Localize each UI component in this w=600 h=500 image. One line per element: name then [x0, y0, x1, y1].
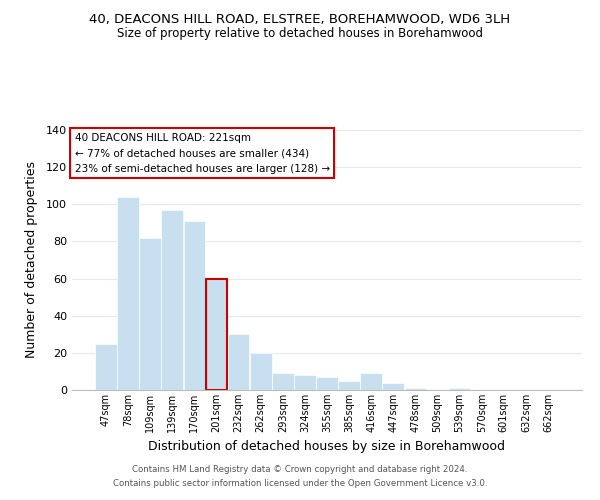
- Bar: [95, 344, 117, 390]
- Text: 40, DEACONS HILL ROAD, ELSTREE, BOREHAMWOOD, WD6 3LH: 40, DEACONS HILL ROAD, ELSTREE, BOREHAMW…: [89, 12, 511, 26]
- Bar: [449, 388, 470, 390]
- Bar: [161, 210, 183, 390]
- Text: Size of property relative to detached houses in Borehamwood: Size of property relative to detached ho…: [117, 28, 483, 40]
- Bar: [316, 377, 338, 390]
- Text: 40 DEACONS HILL ROAD: 221sqm
← 77% of detached houses are smaller (434)
23% of s: 40 DEACONS HILL ROAD: 221sqm ← 77% of de…: [74, 132, 329, 174]
- Bar: [139, 238, 161, 390]
- Bar: [361, 374, 382, 390]
- Bar: [206, 278, 227, 390]
- Text: Contains HM Land Registry data © Crown copyright and database right 2024.
Contai: Contains HM Land Registry data © Crown c…: [113, 466, 487, 487]
- Bar: [294, 375, 316, 390]
- Bar: [184, 221, 205, 390]
- Y-axis label: Number of detached properties: Number of detached properties: [25, 162, 38, 358]
- Bar: [272, 374, 293, 390]
- Bar: [382, 382, 404, 390]
- Bar: [338, 380, 360, 390]
- Bar: [228, 334, 250, 390]
- X-axis label: Distribution of detached houses by size in Borehamwood: Distribution of detached houses by size …: [149, 440, 505, 454]
- Bar: [250, 353, 272, 390]
- Bar: [117, 197, 139, 390]
- Bar: [404, 388, 426, 390]
